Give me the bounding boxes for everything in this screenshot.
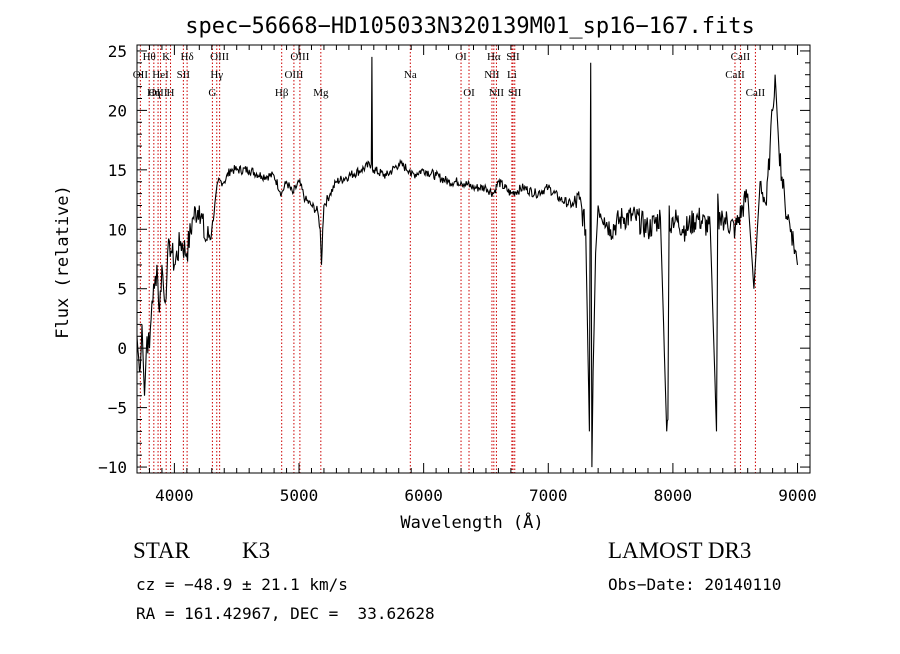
x-tick-label: 9000 (778, 486, 817, 505)
spectral-line-label: CaII (731, 51, 751, 63)
spectrum-series-line (136, 56, 799, 468)
spectral-line-label: G (208, 87, 216, 99)
spectral-line-label: OI (463, 87, 475, 99)
coordinates: RA = 161.42967, DEC = 33.62628 (136, 604, 435, 623)
y-axis-ticks: −10 −5 0 5 10 15 20 25 (98, 42, 810, 477)
x-tick-label: 8000 (654, 486, 693, 505)
spectral-line-label: OIII (284, 69, 303, 81)
observation-date: Obs−Date: 20140110 (608, 575, 782, 594)
x-axis-ticks: 4000 5000 6000 7000 8000 9000 (136, 45, 817, 505)
y-tick-label: 0 (117, 339, 127, 358)
spectral-line-markers (139, 45, 756, 473)
object-class: STAR (133, 538, 190, 563)
spectral-line-label: Hη (147, 87, 161, 99)
x-tick-label: 7000 (529, 486, 568, 505)
y-tick-label: 15 (108, 161, 127, 180)
spectral-line-label: K (162, 51, 170, 63)
y-tick-label: −10 (98, 458, 127, 477)
spectral-line-label: Li (507, 69, 517, 81)
x-tick-label: 6000 (404, 486, 443, 505)
y-tick-label: −5 (108, 399, 127, 418)
spectral-line-label: SII (506, 51, 520, 63)
spectral-line-label: Hγ (210, 69, 223, 81)
spectral-line-label: OIII (290, 51, 309, 63)
chart-title: spec−56668−HD105033N320139M01_sp16−167.f… (185, 14, 755, 39)
survey-name: LAMOST DR3 (608, 538, 752, 563)
spectral-line-label: Na (404, 69, 417, 81)
spectral-line-label: SII (177, 69, 191, 81)
spectral-line-label: CaII (746, 87, 766, 99)
x-tick-label: 5000 (280, 486, 319, 505)
object-subclass: K3 (242, 538, 271, 563)
plot-frame (136, 44, 811, 474)
spectral-line-label: SII (508, 87, 522, 99)
spectral-line-label: OI (455, 51, 467, 63)
y-axis-label: Flux (relative) (53, 185, 73, 339)
spectral-line-label: NII (489, 87, 505, 99)
spectral-line-label: Hα (487, 51, 501, 63)
spectral-line-label: Mg (313, 87, 329, 99)
spectral-line-label: CaII (725, 69, 745, 81)
y-tick-label: 10 (108, 220, 127, 239)
spectral-line-label: Hθ (143, 51, 156, 63)
y-tick-label: 25 (108, 42, 127, 61)
spectral-line-label: NII (484, 69, 500, 81)
x-tick-label: 4000 (155, 486, 194, 505)
y-tick-label: 20 (108, 101, 127, 120)
spectral-line-label: HeI (152, 69, 169, 81)
spectral-line-label: OIII (210, 51, 229, 63)
redshift-cz: cz = −48.9 ± 21.1 km/s (136, 575, 348, 594)
spectral-line-label: H (167, 87, 175, 99)
y-tick-label: 5 (117, 280, 127, 299)
spectral-line-label: OIII (149, 87, 168, 99)
x-axis-label: Wavelength (Å) (400, 511, 543, 533)
spectral-line-label: Hδ (181, 51, 194, 63)
spectral-line-label: Hβ (275, 87, 289, 99)
